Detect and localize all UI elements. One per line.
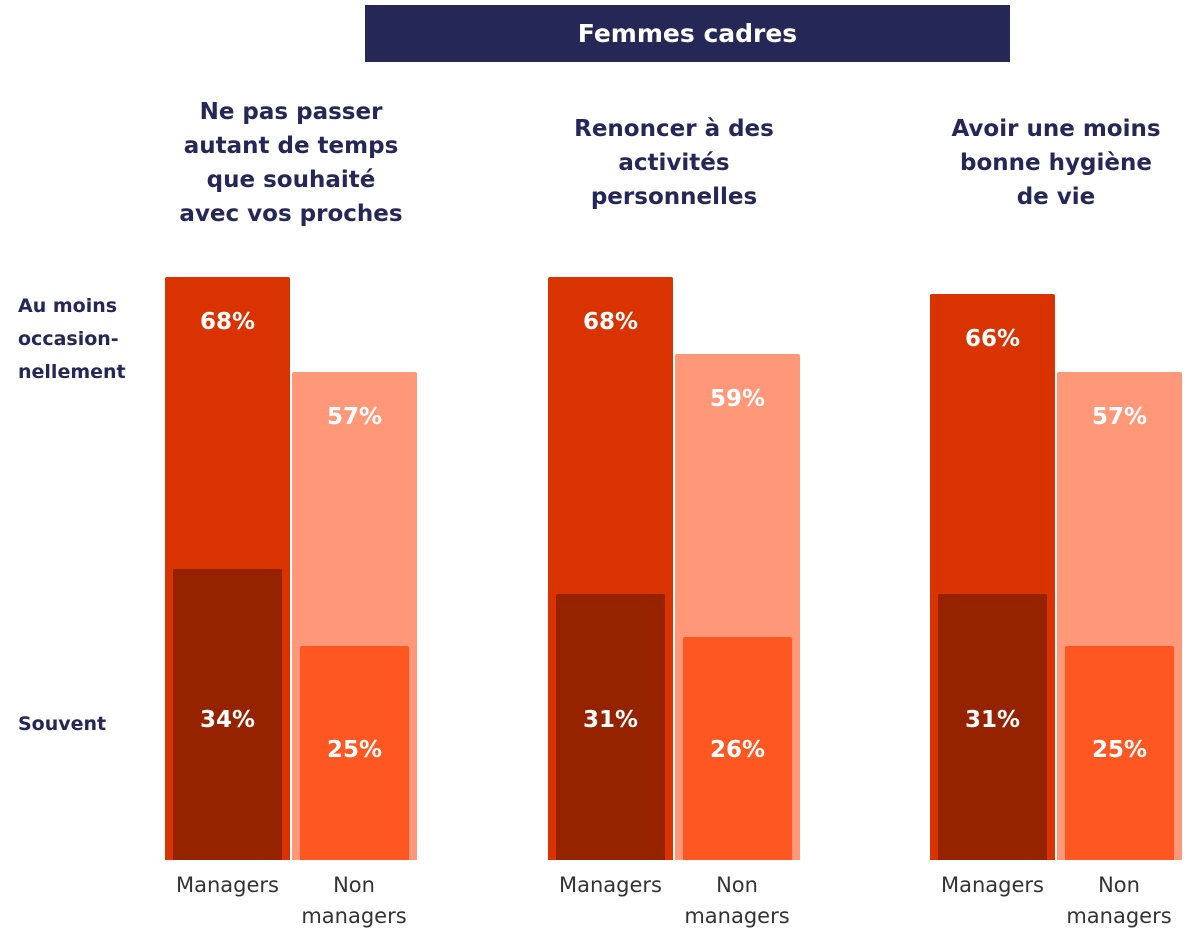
header-title: Femmes cadres [365,5,1010,62]
category-label: Managers [559,873,662,897]
bar [173,568,282,860]
value-label: 68% [582,309,639,336]
panel-title: Renoncer à des activités personnelles [574,116,774,210]
bar [683,637,792,860]
series-label: Souvent [18,713,107,735]
panel-title: Ne pas passer autant de temps que souhai… [179,99,403,227]
value-label: 25% [1091,737,1148,763]
value-label: 59% [709,386,766,413]
value-label: 25% [326,737,383,763]
value-label: 34% [199,707,256,733]
bar [556,594,665,860]
series-label: Au moins occasion-nellement [18,295,126,383]
bar [1065,645,1174,860]
category-label: Non managers [301,873,407,928]
value-label: 31% [964,707,1021,733]
value-label: 57% [326,403,383,430]
value-label: 68% [199,309,256,336]
value-label: 66% [964,326,1021,353]
value-label: 57% [1091,403,1148,430]
bar [938,594,1047,860]
panel-title: Avoir une moins bonne hygiène de vie [951,116,1161,210]
category-label: Non managers [1066,873,1172,928]
category-label: Non managers [684,873,790,928]
value-label: 26% [709,737,766,763]
bar [300,645,409,860]
category-label: Managers [941,873,1044,897]
category-label: Managers [176,873,279,897]
value-label: 31% [582,707,639,733]
